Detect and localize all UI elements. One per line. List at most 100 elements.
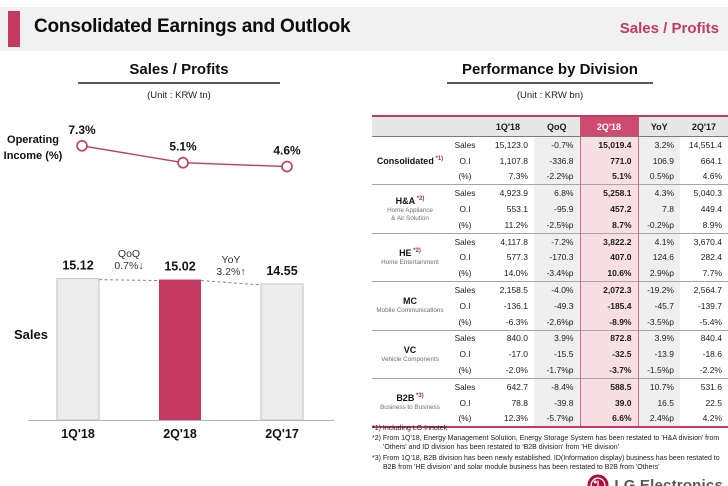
division-cell: H&A *2) Home Appliance & Air Solution <box>372 184 448 234</box>
value-cell: -0.2%p <box>638 216 680 234</box>
header-2q17: 2Q'17 <box>680 116 728 137</box>
table-row: (%) 12.3% -5.7%p 6.6% 2.4%p 4.2% <box>372 410 728 428</box>
value-cell: 664.1 <box>700 155 722 166</box>
title-accent-bar <box>8 11 20 47</box>
value-cell: -1.5%p <box>638 362 680 379</box>
value-cell: -4.0% <box>534 281 580 298</box>
value-cell: 14,551.4 <box>688 139 722 150</box>
value-cell: 10.7% <box>638 377 680 395</box>
value-cell: 4.1% <box>638 232 680 250</box>
bar-value-label: 15.02 <box>164 260 195 274</box>
value-cell: 457.2 <box>579 201 639 217</box>
oi-point-label: 7.3% <box>68 123 96 137</box>
sales-bar-1Q'18 <box>56 278 100 421</box>
division-subtitle: Business to Business <box>380 404 440 412</box>
value-cell: 4.3% <box>638 184 680 202</box>
lg-logo: LG Electronics <box>587 474 723 486</box>
table-body: Consolidated *1) Sales 15,123.0 -0.7% 15,019… <box>372 136 728 428</box>
value-cell: -49.3 <box>534 297 580 314</box>
division-subtitle: Home Entertainment <box>381 259 439 267</box>
value-cell: -39.8 <box>534 394 580 411</box>
value-cell: -185.4 <box>579 297 639 314</box>
value-cell: -136.1 <box>503 300 528 311</box>
bar-category-label: 2Q'17 <box>265 427 299 441</box>
value-cell: -2.6%p <box>534 313 580 331</box>
line-chart-svg: 7.3% 5.1% 4.6% <box>68 123 301 173</box>
value-cell: 7.3% <box>508 171 528 182</box>
value-cell: 840.4 <box>680 329 728 347</box>
row-label-cell: Sales <box>454 139 476 150</box>
row-label-cell: (%) <box>458 268 472 279</box>
delta-connector <box>200 280 262 286</box>
value-cell: 531.6 <box>680 377 728 395</box>
value-cell: 124.6 <box>638 249 680 266</box>
value-cell: 78.8 <box>511 397 528 408</box>
table-row: B2B *3) Business to Business Sales 642.7 -8.… <box>372 377 728 428</box>
value-cell: 39.0 <box>579 394 639 411</box>
header-2q18: 2Q'18 <box>579 116 639 137</box>
division-footnote-mark: *3) <box>414 393 424 400</box>
value-cell: 3.2% <box>638 136 680 153</box>
value-cell: -2.0% <box>505 365 528 376</box>
division-cell: VC Vehicle Components <box>372 329 448 379</box>
row-label-cell: O.I <box>459 204 471 215</box>
table-row: O.I 577.3 -170.3 407.0 124.6 282.4 <box>372 249 728 266</box>
oi-point-label: 4.6% <box>273 144 301 158</box>
division-footnote-mark: *1) <box>433 155 444 162</box>
oi-point-1Q'18 <box>76 139 88 152</box>
value-cell: 6.6% <box>579 410 639 428</box>
table-row: O.I 1,107.8 -336.8 771.0 106.9 664.1 <box>372 152 728 169</box>
table-row: O.I 553.1 -95.9 457.2 7.8 449.4 <box>372 201 728 217</box>
value-cell: 15,019.4 <box>579 136 639 153</box>
delta-annotation-value: 3.2%↑ <box>216 266 245 278</box>
value-cell: 4,923.9 <box>482 184 534 202</box>
value-cell: 642.7 <box>482 377 534 395</box>
header-empty-cell <box>448 116 482 137</box>
value-cell: -5.7%p <box>534 410 580 428</box>
value-cell: 577.3 <box>506 252 528 263</box>
delta-connector <box>98 279 160 282</box>
footnote: *1) Including LG Innotek <box>372 425 448 432</box>
left-panel-title: Sales / Profits <box>78 61 280 84</box>
performance-table-wrap: 1Q'18 QoQ 2Q'18 YoY 2Q'17 Consolidated *1) Sa… <box>372 115 728 429</box>
value-cell: -1.7%p <box>534 362 580 379</box>
value-cell: -95.9 <box>534 201 580 217</box>
value-cell: 106.9 <box>638 152 680 169</box>
row-label-cell: Sales <box>448 377 482 395</box>
value-cell: 553.1 <box>506 204 528 215</box>
table-row: (%) 7.3% -2.2%p 5.1% 0.5%p 4.6% <box>372 168 728 185</box>
row-label-cell: (%) <box>458 171 472 182</box>
bar-category-label: 1Q'18 <box>61 427 95 441</box>
value-cell: 10.6% <box>579 265 639 282</box>
value-cell: -3.5%p <box>638 313 680 331</box>
value-cell: 588.5 <box>579 377 639 395</box>
value-cell: -45.7 <box>638 297 680 314</box>
value-cell: -8.9% <box>579 313 639 331</box>
table-row: (%) 14.0% -3.4%p 10.6% 2.9%p 7.7% <box>372 265 728 282</box>
value-cell: 407.0 <box>579 249 639 266</box>
value-cell: 8.9% <box>702 219 722 230</box>
value-cell: -2.5%p <box>534 216 580 234</box>
value-cell: 16.5 <box>638 394 680 411</box>
value-cell: 8.7% <box>579 216 639 234</box>
value-cell: -18.6 <box>702 349 722 360</box>
division-name: B2B *3) <box>396 393 424 404</box>
table-row: (%) -2.0% -1.7%p -3.7% -1.5%p -2.2% <box>372 362 728 379</box>
right-panel-unit: (Unit : KRW bn) <box>516 90 584 101</box>
sales-axis-label: Sales <box>14 327 48 342</box>
value-cell: -32.5 <box>579 346 639 363</box>
table-row: VC Vehicle Components Sales 840.0 3.9% 872.8 3… <box>372 329 728 379</box>
value-cell: 2,158.5 <box>482 281 534 298</box>
left-panel-unit: (Unit : KRW tn) <box>147 90 211 101</box>
row-label-cell: O.I <box>459 349 471 360</box>
division-cell: HE *2) Home Entertainment <box>372 232 448 282</box>
sales-bar-2Q'17 <box>260 283 304 421</box>
division-cell: Consolidated *1) <box>372 137 448 185</box>
division-name: MC <box>403 296 417 307</box>
division-name: HE *2) <box>399 248 421 259</box>
row-label-cell: O.I <box>459 300 471 311</box>
value-cell: 840.0 <box>482 329 534 347</box>
value-cell: 5.1% <box>579 168 639 185</box>
division-name: VC <box>403 344 417 355</box>
